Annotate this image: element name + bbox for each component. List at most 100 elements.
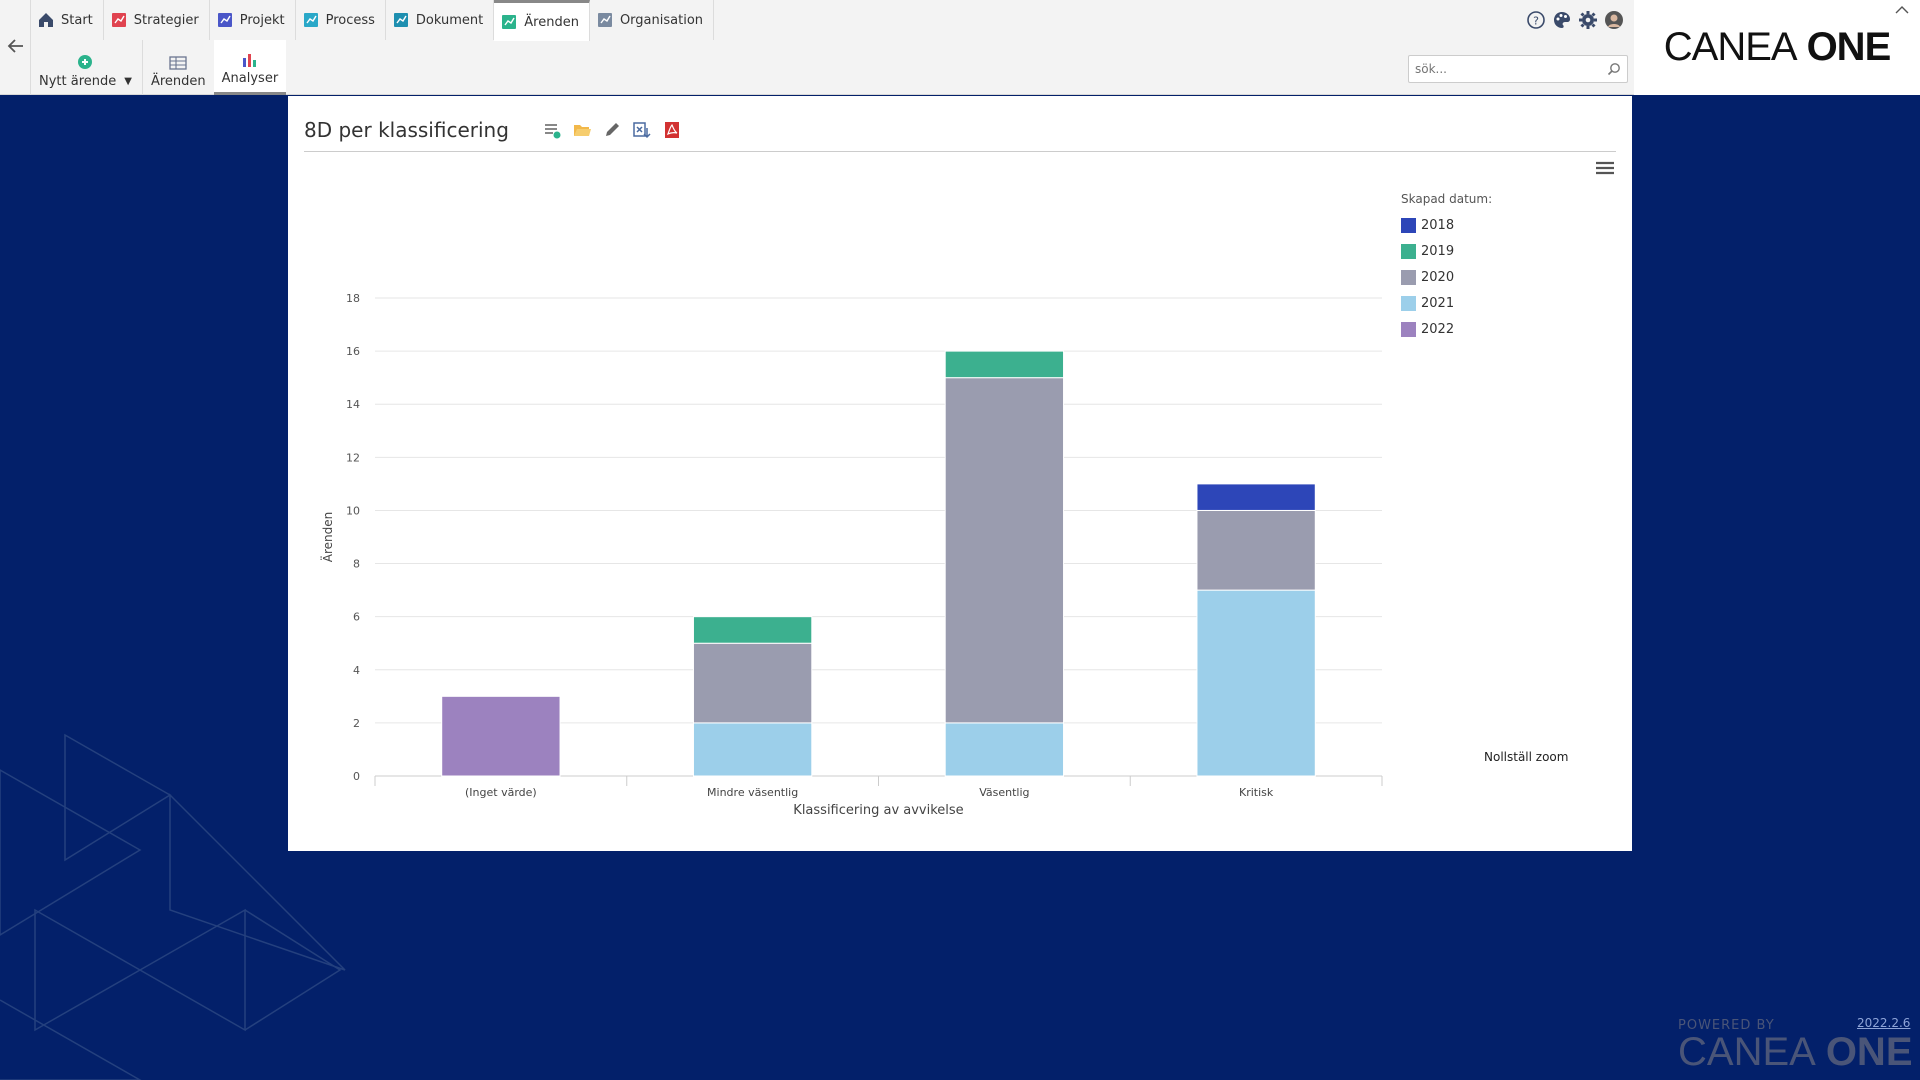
- footer-logo: CANEA ONE: [1678, 1030, 1913, 1075]
- export-excel-icon[interactable]: [632, 120, 652, 140]
- legend-title: Skapad datum:: [1401, 192, 1493, 206]
- footer-logo-text: CANEA: [1678, 1030, 1816, 1074]
- collapse-chevron-icon[interactable]: [1894, 4, 1910, 16]
- tab-5[interactable]: Ärenden: [494, 0, 590, 41]
- bar-chart-icon: [242, 54, 256, 67]
- bar-segment-2020[interactable]: [944, 377, 1065, 724]
- help-icon[interactable]: ?: [1526, 10, 1546, 30]
- new-case-icon: [78, 55, 93, 69]
- x-tick-label: Väsentlig: [979, 786, 1029, 799]
- analyses-button[interactable]: Analyser: [213, 40, 287, 95]
- tab-label: Dokument: [415, 12, 484, 28]
- y-tick-label: 6: [353, 611, 360, 624]
- bar-segment-2021[interactable]: [944, 722, 1065, 777]
- tab-4[interactable]: Dokument: [386, 0, 495, 40]
- organisation-icon: [597, 13, 612, 27]
- svg-text:?: ?: [1533, 15, 1539, 28]
- tab-label: Process: [325, 12, 375, 28]
- y-tick-label: 10: [346, 504, 360, 517]
- legend-item[interactable]: 2021: [1401, 290, 1492, 316]
- dropdown-arrow-icon[interactable]: ▼: [124, 76, 132, 87]
- legend-swatch: [1401, 321, 1416, 337]
- tab-3[interactable]: Process: [296, 0, 386, 40]
- table-icon: [169, 56, 187, 70]
- bar-segment-2022[interactable]: [441, 695, 561, 777]
- bar-segment-2021[interactable]: [692, 722, 813, 777]
- open-folder-icon[interactable]: [572, 120, 592, 140]
- legend-label: 2020: [1421, 269, 1455, 285]
- search-icon[interactable]: [1607, 62, 1621, 76]
- bar-segment-2019[interactable]: [944, 350, 1065, 379]
- reset-zoom-button[interactable]: Nollställ zoom: [1484, 750, 1569, 764]
- bar-segment-2020[interactable]: [1196, 509, 1316, 591]
- new-case-label: Nytt ärende: [39, 74, 117, 89]
- cases-icon: [502, 15, 517, 29]
- footer-logo-bold-text: ONE: [1825, 1030, 1913, 1074]
- x-tick-label: Kritisk: [1239, 786, 1274, 799]
- analysis-panel: 8D per klassificering 0 2 4 6 8 10 12 14 16 18 (In…: [288, 96, 1632, 851]
- cases-list-button[interactable]: Ärenden: [143, 40, 214, 95]
- tab-label: Ärenden: [524, 14, 579, 30]
- y-tick-label: 2: [353, 717, 360, 730]
- top-right-icons: ?: [1526, 10, 1624, 30]
- logo-bold-text: ONE: [1806, 25, 1892, 69]
- tab-label: Organisation: [619, 12, 704, 28]
- x-axis-title: Klassificering av avvikelse: [793, 803, 963, 818]
- cases-list-label: Ärenden: [150, 74, 206, 89]
- version-link[interactable]: 2022.2.6: [1857, 1016, 1911, 1030]
- logo-text: CANEA: [1663, 25, 1798, 69]
- panel-toolbar: [542, 120, 682, 140]
- back-arrow-icon[interactable]: [6, 36, 26, 56]
- palette-icon[interactable]: [1552, 10, 1572, 30]
- x-tick-label: Mindre väsentlig: [707, 786, 798, 799]
- top-toolbar: Start Strategier Projekt Process Dokument Äre…: [0, 0, 1920, 95]
- tab-2[interactable]: Projekt: [210, 0, 296, 40]
- user-avatar[interactable]: [1604, 10, 1624, 30]
- bar-segment-2018[interactable]: [1196, 483, 1316, 511]
- y-tick-label: 4: [353, 664, 360, 677]
- y-axis-title: Ärenden: [320, 512, 335, 562]
- save-list-icon[interactable]: [542, 120, 562, 140]
- edit-pencil-icon[interactable]: [602, 120, 622, 140]
- bar-segment-2019[interactable]: [692, 616, 813, 644]
- tab-0[interactable]: Start: [31, 0, 104, 40]
- tab-1[interactable]: Strategier: [104, 0, 210, 40]
- y-tick-label: 12: [346, 451, 360, 464]
- page-title: 8D per klassificering: [304, 118, 509, 142]
- settings-gear-icon[interactable]: [1578, 10, 1598, 30]
- legend-swatch: [1401, 217, 1416, 233]
- legend-item[interactable]: 2022: [1401, 316, 1492, 342]
- legend-item[interactable]: 2020: [1401, 264, 1492, 290]
- legend-item[interactable]: 2018: [1401, 212, 1492, 238]
- tab-label: Projekt: [239, 12, 285, 28]
- home-icon: [39, 13, 53, 27]
- legend-label: 2021: [1421, 295, 1455, 311]
- process-icon: [303, 13, 318, 27]
- powered-by-text: POWERED BY: [1678, 1018, 1775, 1033]
- legend-swatch: [1401, 295, 1416, 311]
- export-pdf-icon[interactable]: [662, 120, 682, 140]
- y-tick-label: 16: [346, 345, 360, 358]
- tab-label: Strategier: [133, 12, 199, 28]
- legend-swatch: [1401, 243, 1416, 259]
- strategy-icon: [111, 13, 126, 27]
- x-tick-label: (Inget värde): [465, 786, 537, 799]
- document-icon: [393, 13, 408, 27]
- bar-segment-2021[interactable]: [1196, 589, 1316, 777]
- legend-item[interactable]: 2019: [1401, 238, 1492, 264]
- tab-label: Start: [61, 12, 93, 28]
- chart-menu-icon[interactable]: [1594, 158, 1616, 178]
- stacked-bar-chart: 0 2 4 6 8 10 12 14 16 18 (Inget värde) Mindre väsen…: [320, 292, 1383, 818]
- y-tick-label: 8: [353, 558, 360, 571]
- search-input[interactable]: [1409, 56, 1599, 82]
- legend-swatch: [1401, 269, 1416, 285]
- new-case-button[interactable]: Nytt ärende ▼: [31, 40, 143, 95]
- tab-6[interactable]: Organisation: [590, 0, 715, 40]
- bar-segment-2020[interactable]: [692, 642, 813, 724]
- y-tick-label: 14: [346, 398, 360, 411]
- analyses-label: Analyser: [221, 71, 279, 86]
- title-divider: [304, 151, 1616, 152]
- legend-label: 2018: [1421, 217, 1455, 233]
- chart-legend: Skapad datum: 2018 2019 2020 2021 2022: [1401, 192, 1492, 342]
- module-tabs: Start Strategier Projekt Process Dokument Äre…: [31, 0, 715, 41]
